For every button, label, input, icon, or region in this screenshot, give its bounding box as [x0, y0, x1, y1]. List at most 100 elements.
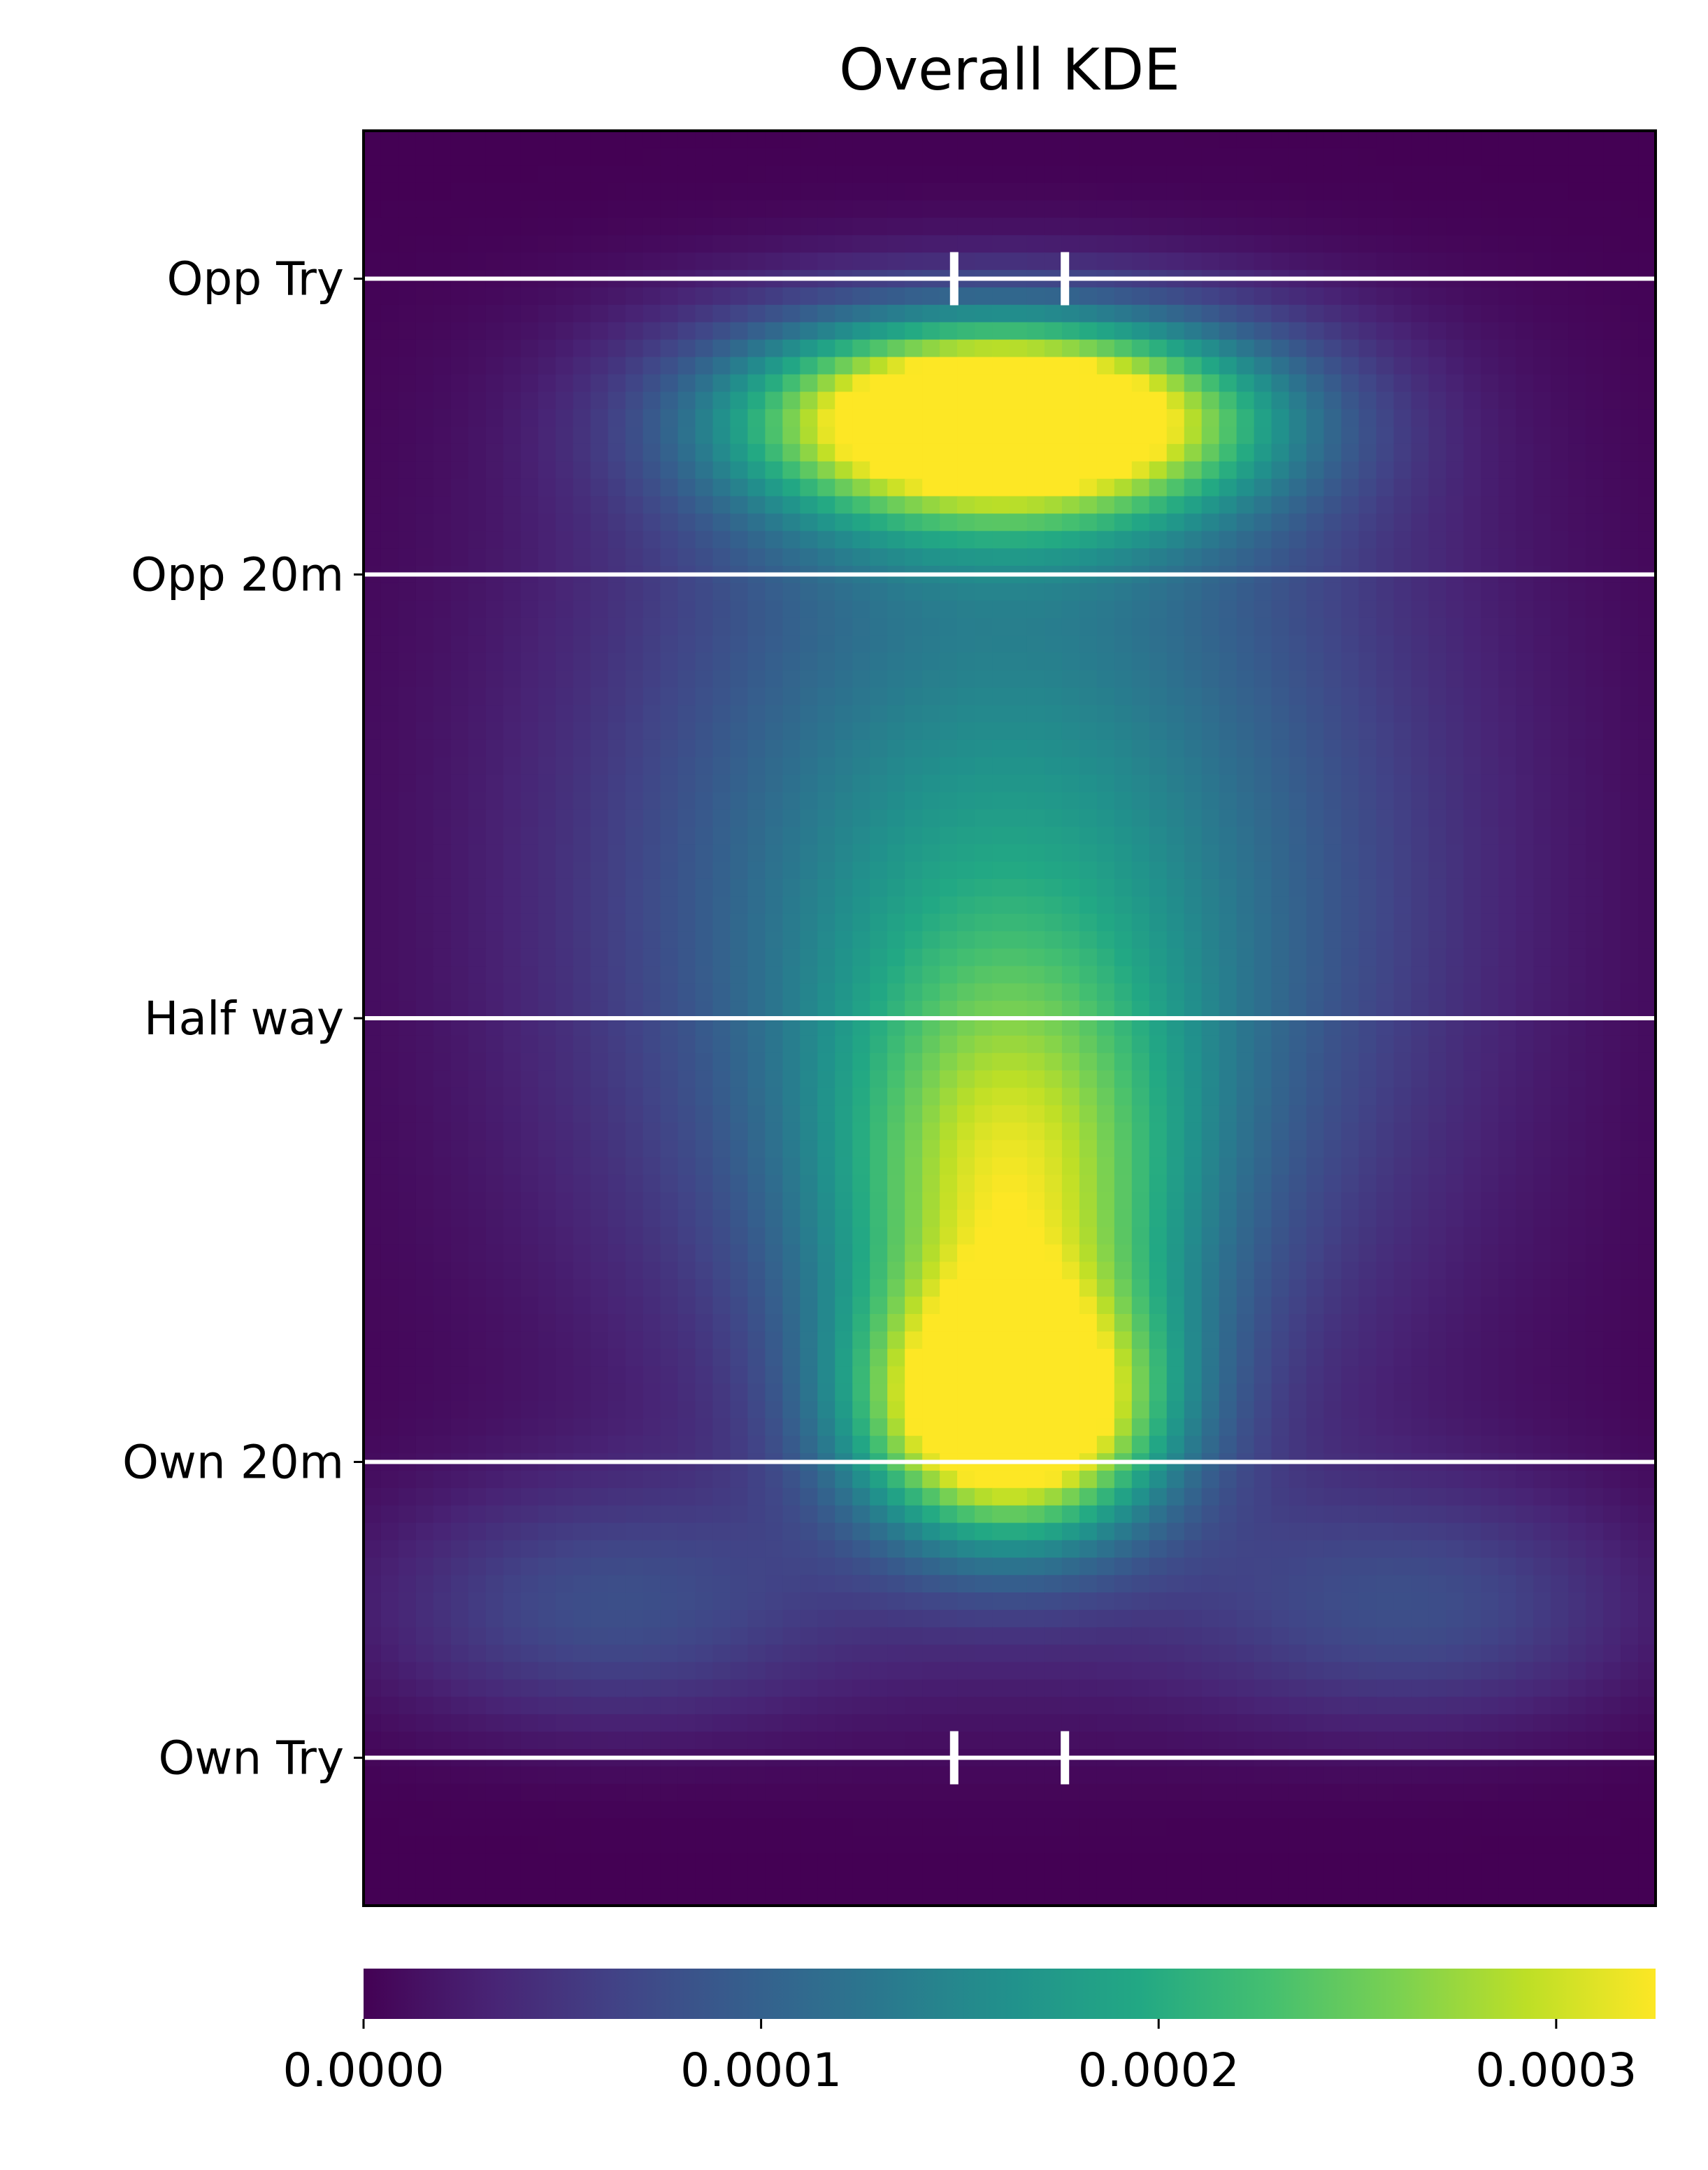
- heatmap-cell: [415, 670, 434, 689]
- heatmap-cell: [380, 304, 399, 323]
- heatmap-cell: [695, 983, 714, 1001]
- heatmap-cell: [887, 165, 905, 184]
- heatmap-cell: [712, 287, 731, 306]
- heatmap-cell: [957, 774, 975, 793]
- heatmap-cell: [1428, 1087, 1447, 1106]
- heatmap-cell: [1010, 183, 1028, 201]
- heatmap-cell: [1498, 1018, 1517, 1036]
- heatmap-cell: [782, 757, 801, 776]
- heatmap-cell: [835, 983, 854, 1001]
- heatmap-cell: [1411, 757, 1430, 776]
- heatmap-cell: [1586, 1244, 1604, 1263]
- heatmap-cell: [1219, 862, 1237, 880]
- heatmap-cell: [590, 618, 609, 636]
- heatmap-cell: [625, 792, 644, 811]
- heatmap-cell: [520, 878, 539, 897]
- heatmap-cell: [677, 478, 696, 497]
- heatmap-cell: [730, 217, 749, 236]
- heatmap-cell: [1638, 165, 1656, 184]
- heatmap-cell: [1341, 913, 1360, 932]
- heatmap-cell: [782, 652, 801, 671]
- heatmap-cell: [1149, 948, 1168, 967]
- heatmap-cell: [468, 1262, 487, 1280]
- heatmap-cell: [450, 357, 469, 376]
- heatmap-cell: [1533, 374, 1551, 393]
- heatmap-cell: [625, 1227, 644, 1245]
- heatmap-cell: [608, 878, 626, 897]
- heatmap-cell: [520, 583, 539, 601]
- heatmap-cell: [975, 809, 993, 828]
- heatmap-cell: [415, 583, 434, 601]
- heatmap-cell: [1341, 600, 1360, 619]
- heatmap-cell: [1411, 1070, 1430, 1089]
- heatmap-cell: [677, 1140, 696, 1158]
- heatmap-cell: [1289, 287, 1307, 306]
- heatmap-cell: [1271, 409, 1290, 427]
- heatmap-cell: [1184, 1262, 1203, 1280]
- heatmap-cell: [1254, 443, 1272, 462]
- heatmap-cell: [643, 287, 661, 306]
- heatmap-cell: [1621, 217, 1639, 236]
- heatmap-cell: [1498, 183, 1517, 201]
- heatmap-cell: [957, 1279, 975, 1297]
- heatmap-cell: [1358, 496, 1377, 515]
- heatmap-cell: [1254, 357, 1272, 376]
- heatmap-cell: [1603, 913, 1621, 932]
- heatmap-cell: [1131, 392, 1150, 410]
- heatmap-cell: [1638, 183, 1656, 201]
- heatmap-cell: [800, 357, 819, 376]
- heatmap-cell: [1219, 774, 1237, 793]
- heatmap-cell: [1446, 931, 1465, 950]
- heatmap-cell: [1586, 304, 1604, 323]
- heatmap-cell: [364, 809, 382, 828]
- heatmap-cell: [1289, 304, 1307, 323]
- heatmap-cell: [940, 705, 958, 723]
- heatmap-cell: [503, 966, 522, 985]
- heatmap-cell: [1149, 774, 1168, 793]
- heatmap-cell: [1254, 1122, 1272, 1141]
- heatmap-cell: [1551, 1087, 1569, 1106]
- heatmap-cell: [625, 235, 644, 253]
- heatmap-cell: [643, 409, 661, 427]
- heatmap-cell: [1446, 809, 1465, 828]
- heatmap-cell: [1166, 652, 1185, 671]
- heatmap-cell: [485, 652, 504, 671]
- heatmap-cell: [485, 1070, 504, 1089]
- heatmap-cell: [1358, 409, 1377, 427]
- heatmap-cell: [870, 461, 888, 480]
- heatmap-cell: [1079, 966, 1098, 985]
- heatmap-cell: [364, 513, 382, 532]
- heatmap-cell: [1638, 322, 1656, 341]
- heatmap-cell: [468, 461, 487, 480]
- heatmap-cell: [1481, 304, 1500, 323]
- heatmap-cell: [922, 1140, 940, 1158]
- heatmap-cell: [538, 792, 557, 811]
- heatmap-cell: [1289, 1070, 1307, 1089]
- heatmap-cell: [1551, 200, 1569, 219]
- heatmap-cell: [922, 409, 940, 427]
- heatmap-cell: [1010, 948, 1028, 967]
- heatmap-cell: [1254, 304, 1272, 323]
- heatmap-cell: [1498, 304, 1517, 323]
- heatmap-cell: [1516, 966, 1534, 985]
- heatmap-cell: [1131, 739, 1150, 758]
- heatmap-cell: [1184, 1227, 1203, 1245]
- heatmap-cell: [835, 1209, 854, 1228]
- heatmap-cell: [1498, 757, 1517, 776]
- heatmap-cell: [1463, 461, 1482, 480]
- heatmap-cell: [1551, 809, 1569, 828]
- heatmap-cell: [520, 1001, 539, 1019]
- heatmap-cell: [1306, 1262, 1325, 1280]
- heatmap-cell: [1044, 374, 1063, 393]
- heatmap-cell: [1551, 670, 1569, 689]
- heatmap-cell: [1621, 1209, 1639, 1228]
- heatmap-cell: [730, 478, 749, 497]
- heatmap-cell: [870, 1001, 888, 1019]
- heatmap-cell: [712, 392, 731, 410]
- heatmap-cell: [922, 948, 940, 967]
- heatmap-cell: [992, 1087, 1010, 1106]
- heatmap-cell: [835, 357, 854, 376]
- heatmap-cell: [1306, 548, 1325, 566]
- heatmap-cell: [398, 844, 417, 862]
- heatmap-cell: [747, 618, 766, 636]
